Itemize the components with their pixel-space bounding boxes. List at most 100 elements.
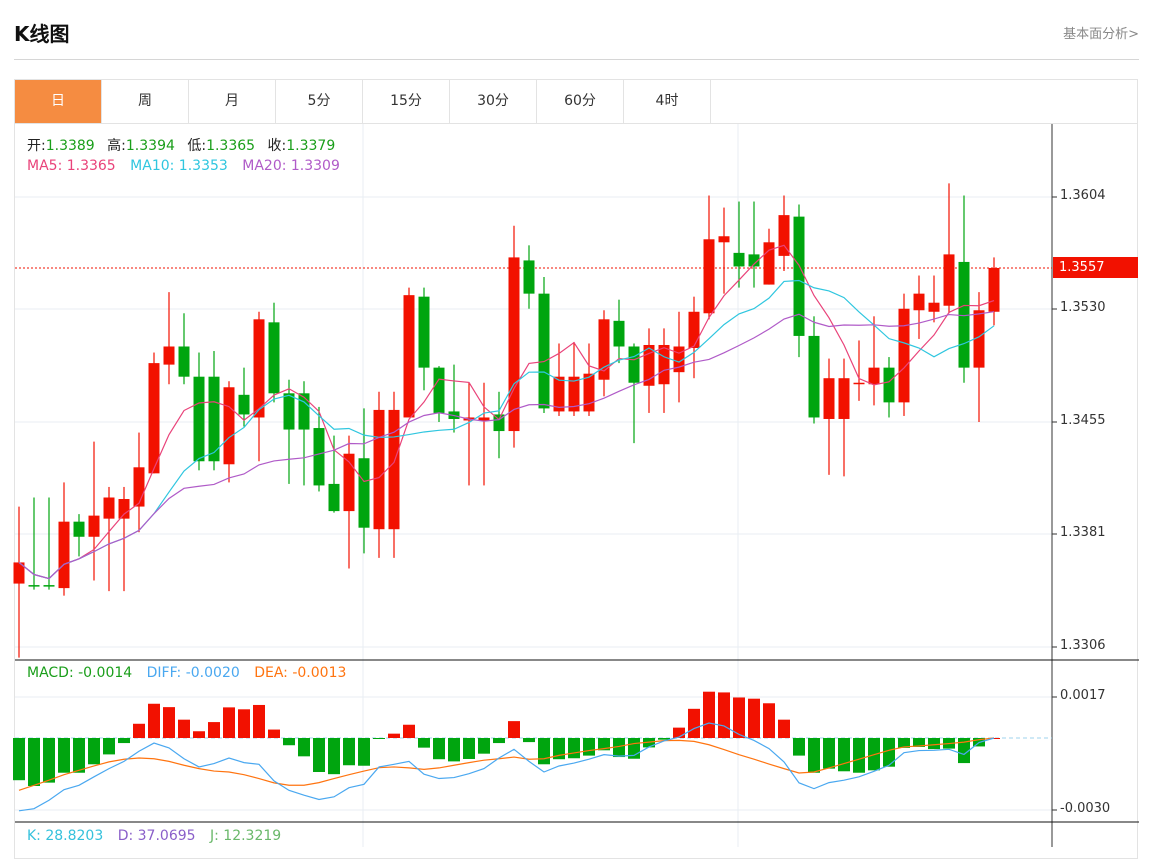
ma5-value: MA5: 1.3365 [27, 158, 116, 174]
macd-readout: MACD: -0.0014 DIFF: -0.0020 DEA: -0.0013 [27, 665, 346, 681]
candle-body [673, 346, 685, 373]
candle-body [628, 346, 640, 383]
candle-body [373, 409, 385, 530]
open-label: 开: [27, 138, 46, 154]
macd-bar [208, 722, 220, 738]
candle-body [793, 216, 805, 336]
macd-bar [373, 738, 385, 739]
candle-body [718, 236, 730, 243]
tab-30min[interactable]: 30分 [450, 80, 537, 123]
macd-bar [73, 738, 85, 773]
candle-body [808, 335, 820, 418]
candle-body [328, 483, 340, 512]
candle-body [13, 562, 25, 584]
candle-body [523, 260, 535, 294]
candle-body [613, 320, 625, 347]
candle-body [643, 344, 655, 386]
macd-bar [103, 738, 115, 755]
macd-bar [898, 738, 910, 748]
macd-bar [583, 738, 595, 756]
macd-bar [313, 738, 325, 773]
page-title: K线图 [14, 22, 70, 46]
macd-bar [733, 697, 745, 738]
ma10-line [18, 279, 995, 580]
macd-bar [13, 738, 25, 781]
ma5-line [18, 244, 995, 580]
tab-5min[interactable]: 5分 [276, 80, 363, 123]
ma20-line [18, 311, 995, 580]
macd-bar [748, 698, 760, 738]
candle-body [28, 585, 40, 587]
macd-bar [463, 738, 475, 759]
tab-month[interactable]: 月 [189, 80, 276, 123]
candle-body [553, 376, 565, 412]
macd-bar [163, 707, 175, 738]
macd-bar [418, 738, 430, 748]
low-value: 1.3365 [206, 138, 256, 154]
macd-bar [343, 738, 355, 766]
candle-body [703, 239, 715, 314]
price-axis-label: 1.3306 [1060, 638, 1106, 653]
d-value: D: 37.0695 [117, 828, 196, 844]
candle-body [748, 254, 760, 267]
candle-body [868, 367, 880, 385]
candle-body [658, 344, 670, 385]
candle-body [163, 346, 175, 365]
dea-line [18, 737, 995, 791]
candle-body [973, 310, 985, 368]
macd-bar [358, 738, 370, 766]
macd-bar [778, 719, 790, 738]
candle-body [778, 215, 790, 256]
macd-bar [643, 738, 655, 748]
candle-body [433, 367, 445, 413]
macd-bar [853, 738, 865, 773]
macd-bar [43, 738, 55, 783]
close-label: 收: [267, 138, 287, 154]
macd-bar [673, 727, 685, 738]
candle-body [118, 499, 130, 519]
tab-15min[interactable]: 15分 [363, 80, 450, 123]
tab-week[interactable]: 周 [102, 80, 189, 123]
price-axis-label: 1.3381 [1060, 525, 1106, 540]
low-label: 低: [187, 138, 207, 154]
tab-day[interactable]: 日 [15, 80, 102, 123]
tab-60min[interactable]: 60分 [537, 80, 624, 123]
price-axis-label: 1.3604 [1060, 188, 1106, 203]
last-price-tag: 1.3557 [1053, 257, 1138, 278]
candle-body [928, 302, 940, 312]
candle-body [43, 585, 55, 587]
candle-body [388, 409, 400, 530]
fundamental-analysis-link[interactable]: 基本面分析> [1063, 27, 1139, 42]
candle-body [958, 261, 970, 368]
macd-bar [613, 738, 625, 758]
candle-body [988, 267, 1000, 312]
macd-bar [598, 738, 610, 751]
candle-body [853, 382, 865, 385]
macd-bar [133, 723, 145, 738]
j-value: J: 12.3219 [210, 828, 282, 844]
macd-bar [718, 692, 730, 738]
candle-body [418, 296, 430, 368]
macd-bar [433, 738, 445, 760]
ma-readout: MA5: 1.3365 MA10: 1.3353 MA20: 1.3309 [27, 158, 340, 174]
macd-bar [523, 738, 535, 743]
candle-body [403, 295, 415, 418]
macd-bar [223, 707, 235, 738]
candle-body [193, 376, 205, 462]
candle-body [493, 414, 505, 432]
divider [14, 59, 1139, 60]
macd-bar [508, 721, 520, 738]
candle-body [103, 497, 115, 519]
candle-body [73, 521, 85, 537]
macd-bar [118, 738, 130, 744]
macd-bar [328, 738, 340, 775]
kdj-readout: K: 28.8203 D: 37.0695 J: 12.3219 [27, 828, 281, 844]
macd-bar [238, 709, 250, 738]
macd-bar [388, 733, 400, 738]
candle-body [208, 376, 220, 462]
dea-value: DEA: -0.0013 [254, 665, 347, 681]
ohlc-readout: 开:1.3389 高:1.3394 低:1.3365 收:1.3379 [27, 135, 335, 155]
tab-4hour[interactable]: 4时 [624, 80, 711, 123]
macd-bar [268, 729, 280, 738]
